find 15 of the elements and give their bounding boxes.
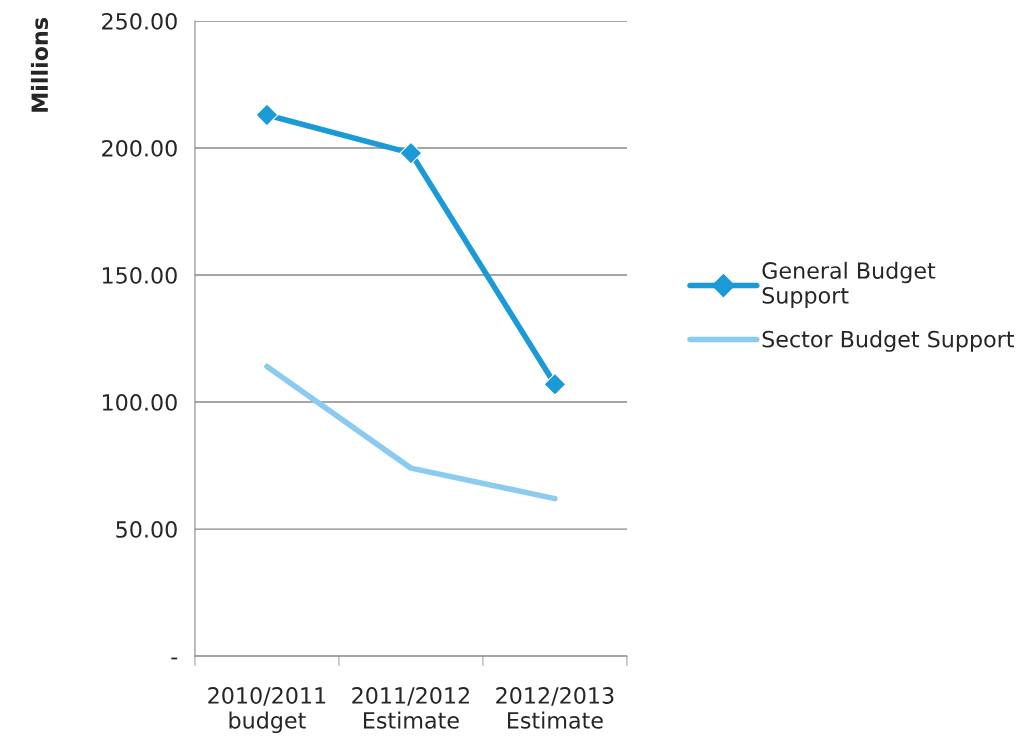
x-tick-label: 2010/2011 budget xyxy=(208,687,326,734)
y-tick-label: 200.00 xyxy=(102,139,177,157)
y-tick-label: 250.00 xyxy=(102,12,177,30)
point xyxy=(255,103,279,127)
y-tick-label: 150.00 xyxy=(102,266,177,284)
point xyxy=(399,141,423,165)
point xyxy=(543,372,567,396)
y-tick-label: 50.00 xyxy=(116,521,177,538)
y-tick-label: 100.00 xyxy=(102,394,177,411)
legend-label: Sector Budget Support xyxy=(762,330,1014,352)
x-tick-label: 2011/2012 Estimate xyxy=(352,687,469,729)
y-tick-label: - xyxy=(171,657,178,660)
x-tick-label: 2012/2013 Estimate xyxy=(496,687,614,729)
y-axis-title: Millions xyxy=(30,18,49,112)
legend-label: General Budget Support xyxy=(762,261,936,309)
